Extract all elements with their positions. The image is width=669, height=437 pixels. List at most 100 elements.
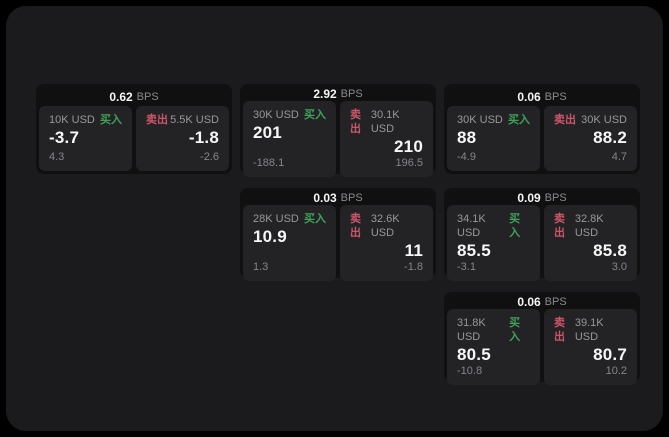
sell-panel-top: 卖出 32.8K USD (554, 212, 627, 240)
buy-price: 85.5 (457, 241, 491, 260)
sell-delta: 4.7 (611, 151, 627, 163)
bps-header: 0.09 BPS (447, 191, 637, 205)
quote-panels: 30K USD 买入 201 -188.1 卖出 30.1K USD 210 1… (243, 101, 433, 177)
buy-delta: 1.3 (253, 261, 269, 273)
buy-amount: 31.8K USD (457, 317, 486, 343)
bps-unit-label: BPS (544, 192, 567, 204)
sell-price: 80.7 (593, 345, 627, 364)
sell-quote-panel[interactable]: 卖出 30K USD 88.2 4.7 (544, 106, 637, 171)
buy-panel-top: 34.1K USD 买入 (457, 212, 530, 240)
buy-side-label: 买入 (100, 114, 122, 126)
buy-side-label: 买入 (304, 109, 326, 121)
sell-panel-top: 卖出 30.1K USD (350, 108, 423, 136)
buy-delta: 4.3 (49, 151, 65, 163)
buy-amount: 10K USD (49, 114, 95, 126)
bps-unit-label: BPS (340, 88, 363, 100)
sell-price: -1.8 (188, 128, 219, 147)
buy-panel-top: 28K USD 买入 (253, 212, 326, 226)
buy-quote-panel[interactable]: 30K USD 买入 88 -4.9 (447, 106, 540, 171)
buy-quote-panel[interactable]: 31.8K USD 买入 80.5 -10.8 (447, 309, 540, 385)
sell-amount: 39.1K USD (574, 317, 604, 343)
quote-cards-grid: 0.62 BPS 10K USD 买入 -3.7 4.3 卖出 5.5K USD… (36, 84, 640, 385)
buy-panel-top: 10K USD 买入 (49, 113, 122, 127)
sell-quote-panel[interactable]: 卖出 30.1K USD 210 196.5 (340, 101, 433, 177)
sell-amount: 32.6K USD (370, 213, 400, 239)
sell-amount: 30.1K USD (370, 109, 400, 135)
quote-card: 0.62 BPS 10K USD 买入 -3.7 4.3 卖出 5.5K USD… (36, 84, 232, 174)
buy-panel-top: 31.8K USD 买入 (457, 316, 530, 344)
buy-delta: -188.1 (253, 157, 285, 169)
buy-delta: -4.9 (457, 151, 476, 163)
buy-price: -3.7 (49, 128, 80, 147)
bps-value: 0.09 (517, 191, 541, 205)
quote-panels: 34.1K USD 买入 85.5 -3.1 卖出 32.8K USD 85.8… (447, 205, 637, 281)
sell-side-label: 卖出 (350, 109, 361, 135)
sell-panel-top: 卖出 39.1K USD (554, 316, 627, 344)
sell-side-label: 卖出 (554, 317, 565, 343)
sell-price: 11 (404, 241, 423, 260)
buy-delta: -3.1 (457, 261, 476, 273)
bps-value: 0.06 (517, 295, 541, 309)
sell-amount: 5.5K USD (170, 114, 219, 126)
buy-panel-top: 30K USD 买入 (457, 113, 530, 127)
sell-amount: 32.8K USD (574, 213, 604, 239)
sell-quote-panel[interactable]: 卖出 32.8K USD 85.8 3.0 (544, 205, 637, 281)
sell-delta: -2.6 (200, 151, 219, 163)
sell-quote-panel[interactable]: 卖出 32.6K USD 11 -1.8 (340, 205, 433, 281)
sell-price: 85.8 (593, 241, 627, 260)
sell-side-label: 卖出 (554, 114, 576, 126)
sell-quote-panel[interactable]: 卖出 39.1K USD 80.7 10.2 (544, 309, 637, 385)
sell-amount: 30K USD (581, 114, 627, 126)
sell-price: 210 (394, 137, 423, 156)
bps-unit-label: BPS (136, 90, 159, 103)
buy-price: 201 (253, 123, 282, 142)
quote-panels: 31.8K USD 买入 80.5 -10.8 卖出 39.1K USD 80.… (447, 309, 637, 385)
app-surface: 0.62 BPS 10K USD 买入 -3.7 4.3 卖出 5.5K USD… (6, 6, 663, 431)
bps-value: 0.03 (313, 191, 337, 205)
quote-panels: 30K USD 买入 88 -4.9 卖出 30K USD 88.2 4.7 (447, 106, 637, 171)
sell-quote-panel[interactable]: 卖出 5.5K USD -1.8 -2.6 (136, 106, 229, 171)
buy-price: 10.9 (253, 227, 287, 246)
quote-panels: 10K USD 买入 -3.7 4.3 卖出 5.5K USD -1.8 -2.… (39, 106, 229, 171)
sell-delta: 196.5 (395, 157, 423, 169)
quote-card: 0.06 BPS 31.8K USD 买入 80.5 -10.8 卖出 39.1… (444, 292, 640, 385)
bps-unit-label: BPS (544, 90, 567, 103)
buy-side-label: 买入 (509, 317, 521, 343)
buy-quote-panel[interactable]: 30K USD 买入 201 -188.1 (243, 101, 336, 177)
bps-header: 0.06 BPS (447, 295, 637, 309)
buy-side-label: 买入 (509, 213, 521, 239)
bps-value: 2.92 (313, 87, 337, 101)
buy-side-label: 买入 (508, 114, 530, 126)
buy-amount: 28K USD (253, 213, 299, 225)
buy-quote-panel[interactable]: 28K USD 买入 10.9 1.3 (243, 205, 336, 281)
buy-amount: 34.1K USD (457, 213, 486, 239)
bps-header: 0.03 BPS (243, 191, 433, 205)
bps-header: 2.92 BPS (243, 87, 433, 101)
sell-panel-top: 卖出 30K USD (554, 113, 627, 127)
buy-side-label: 买入 (304, 213, 326, 225)
sell-delta: 10.2 (605, 365, 627, 377)
quote-panels: 28K USD 买入 10.9 1.3 卖出 32.6K USD 11 -1.8 (243, 205, 433, 281)
quote-card: 2.92 BPS 30K USD 买入 201 -188.1 卖出 30.1K … (240, 84, 436, 177)
sell-panel-top: 卖出 32.6K USD (350, 212, 423, 240)
buy-amount: 30K USD (253, 109, 299, 121)
sell-price: 88.2 (593, 128, 627, 147)
sell-delta: 3.0 (611, 261, 627, 273)
bps-unit-label: BPS (544, 296, 567, 308)
sell-side-label: 卖出 (350, 213, 361, 239)
sell-delta: -1.8 (404, 261, 423, 273)
bps-value: 0.06 (517, 89, 541, 104)
buy-amount: 30K USD (457, 114, 503, 126)
bps-value: 0.62 (109, 89, 133, 104)
bps-unit-label: BPS (340, 192, 363, 204)
bps-header: 0.06 BPS (447, 87, 637, 106)
quote-card: 0.03 BPS 28K USD 买入 10.9 1.3 卖出 32.6K US… (240, 188, 436, 281)
buy-price: 80.5 (457, 345, 491, 364)
buy-quote-panel[interactable]: 10K USD 买入 -3.7 4.3 (39, 106, 132, 171)
sell-panel-top: 卖出 5.5K USD (146, 113, 219, 127)
buy-panel-top: 30K USD 买入 (253, 108, 326, 122)
quote-card: 0.09 BPS 34.1K USD 买入 85.5 -3.1 卖出 32.8K… (444, 188, 640, 281)
buy-quote-panel[interactable]: 34.1K USD 买入 85.5 -3.1 (447, 205, 540, 281)
buy-price: 88 (457, 128, 477, 147)
sell-side-label: 卖出 (146, 114, 168, 126)
